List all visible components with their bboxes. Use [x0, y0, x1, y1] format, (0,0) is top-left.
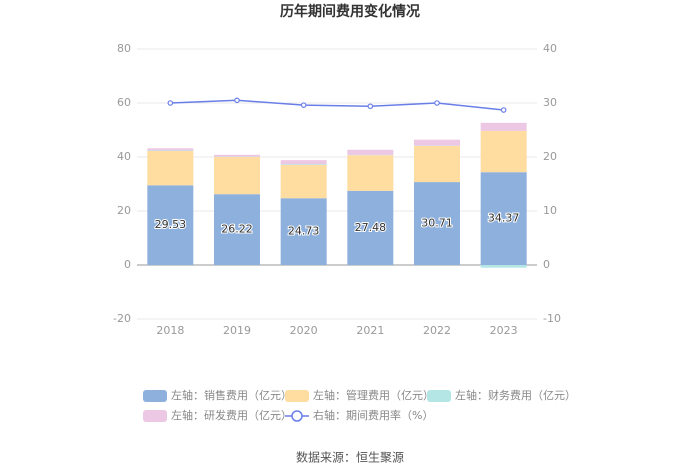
legend-label: 左轴：管理费用（亿元）	[313, 388, 434, 402]
bar	[414, 145, 460, 183]
y2-tick-label: 40	[543, 42, 557, 55]
bar	[214, 154, 260, 157]
line-point	[500, 107, 507, 113]
legend-label: 左轴：财务费用（亿元）	[455, 388, 576, 402]
legend-swatch	[285, 390, 309, 402]
source: 数据来源：恒生聚源	[296, 450, 404, 465]
x-tick-label: 2018	[156, 324, 184, 337]
y-tick-label: 40	[117, 150, 131, 163]
legend-label: 左轴：销售费用（亿元）	[171, 388, 292, 402]
y-tick-label: 60	[117, 96, 131, 109]
y-tick-label: 20	[117, 204, 131, 217]
bar	[480, 172, 527, 265]
bar	[480, 130, 527, 173]
y2-tick-label: 30	[543, 96, 557, 109]
y2-tick-label: 0	[543, 258, 550, 271]
y2-tick-label: 20	[543, 150, 557, 163]
legend-swatch	[143, 410, 167, 422]
x-tick-label: 2022	[423, 324, 451, 337]
y2-tick-label: 10	[543, 204, 557, 217]
bar	[480, 265, 527, 268]
x-tick-label: 2021	[356, 324, 384, 337]
bar	[480, 122, 527, 131]
data-label: 27.48	[355, 221, 387, 234]
legend-swatch	[143, 390, 167, 402]
y-tick-label: 80	[117, 42, 131, 55]
bar	[280, 165, 327, 199]
x-tick-label: 2023	[490, 324, 518, 337]
data-label: 26.22	[221, 223, 253, 236]
y2-tick-label: -10	[543, 312, 561, 325]
bar	[147, 148, 194, 151]
bar	[147, 150, 194, 186]
legend-marker	[291, 410, 303, 422]
data-label: 30.71	[421, 217, 453, 230]
line-point	[434, 100, 440, 106]
y-tick-label: 0	[124, 258, 131, 271]
bar	[347, 149, 394, 155]
bar	[347, 190, 394, 265]
data-label: 24.73	[288, 225, 320, 238]
line-point	[234, 97, 240, 104]
x-tick-label: 2020	[290, 324, 318, 337]
line-point	[367, 103, 374, 110]
line-point	[300, 102, 307, 108]
bar	[280, 164, 327, 166]
bar	[414, 139, 460, 146]
data-label: 34.37	[488, 212, 520, 225]
bar	[280, 198, 327, 265]
bar	[147, 185, 194, 265]
legend-label: 右轴：期间费用率（%）	[313, 408, 433, 422]
bar	[280, 160, 327, 165]
bar	[214, 156, 260, 195]
x-tick-label: 2019	[223, 324, 251, 337]
bar	[347, 155, 394, 191]
legend-label: 左轴：研发费用（亿元）	[171, 408, 292, 422]
bar	[414, 182, 460, 265]
data-label: 29.53	[155, 218, 187, 231]
legend-swatch	[427, 390, 451, 402]
bar	[147, 150, 194, 151]
chart-title: 历年期间费用变化情况	[280, 3, 420, 20]
bar	[214, 194, 260, 265]
line	[170, 99, 504, 111]
line-point	[167, 100, 174, 106]
y-tick-label: -20	[113, 312, 131, 325]
